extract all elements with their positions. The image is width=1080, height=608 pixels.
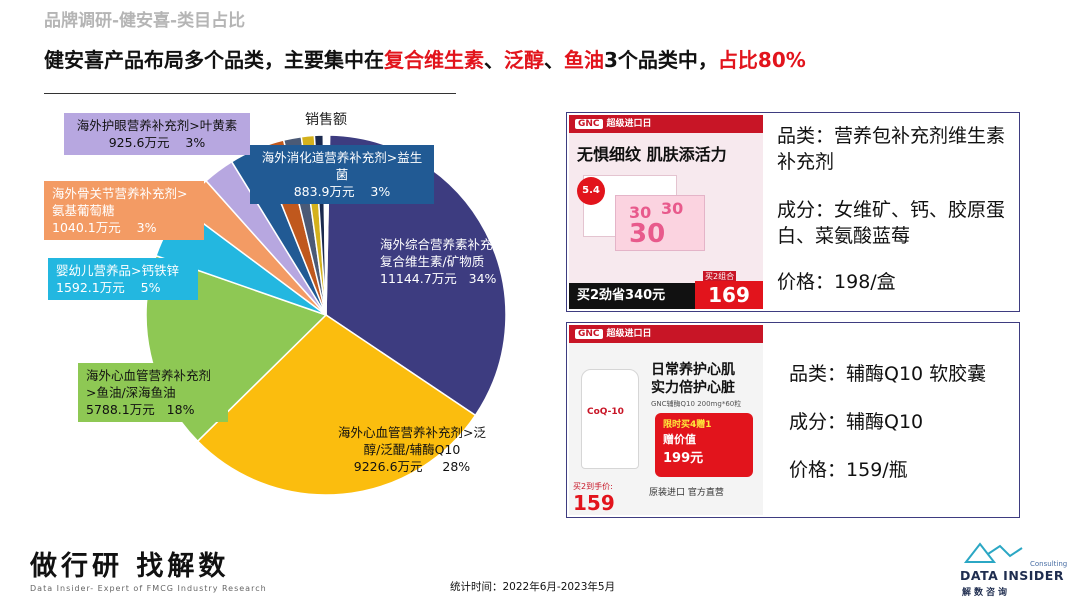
spec-ingredient: 成分：辅酶Q10 bbox=[789, 411, 924, 433]
chart-title: 销售额 bbox=[305, 112, 347, 128]
spec-price: 价格：159/瓶 bbox=[789, 459, 908, 481]
product-slogan: 实力倍护心脏 bbox=[651, 380, 735, 396]
promo-text: 限时买4赠1 bbox=[663, 420, 712, 430]
data-insider-logo-icon bbox=[963, 542, 1023, 563]
slice-value: 1592.1万元 5% bbox=[56, 280, 161, 295]
headline-part: 、 bbox=[484, 48, 504, 72]
headline-highlight: 占比80% bbox=[717, 48, 806, 72]
promo-brand-bar: GNC 超级进口日 bbox=[569, 115, 763, 133]
gnc-logo: GNC bbox=[575, 329, 603, 339]
company-slogan: 做行研 找解数 bbox=[30, 551, 230, 582]
slice-label-fish-oil: 海外心血管营养补充剂 >鱼油/深海鱼油 5788.1万元 18% bbox=[78, 363, 228, 422]
headline-part: 3个品类中， bbox=[604, 48, 718, 72]
slice-label-joint: 海外骨关节营养补充剂> 氨基葡萄糖 1040.1万元 3% bbox=[44, 181, 204, 240]
product-slogan: 日常养护心肌 bbox=[651, 362, 735, 378]
headline-part: 健安喜产品布局多个品类，主要集中在 bbox=[44, 48, 384, 72]
product-image[interactable]: GNC 超级进口日 无惧细纹 肌肤添活力 30 30 30 5.4 买2劲省340… bbox=[569, 115, 763, 309]
headline-part: 、 bbox=[544, 48, 564, 72]
gnc-logo: GNC bbox=[575, 119, 603, 129]
headline-highlight: 鱼油 bbox=[564, 48, 604, 72]
product-image[interactable]: GNC 超级进口日 CoQ-10 日常养护心肌 实力倍护心脏 GNC辅酶Q10 2… bbox=[569, 325, 763, 515]
pie-slice-1 bbox=[196, 314, 477, 496]
spec-category: 品类：营养包补充剂维生素补充剂 bbox=[777, 125, 1006, 173]
size-tag: 30 bbox=[661, 199, 684, 218]
price-tag-label: 买2组合 bbox=[703, 271, 737, 282]
slice-label-infant-nutrition: 婴幼儿营养品>钙铁锌 1592.1万元 5% bbox=[48, 258, 198, 300]
size-tag: 30 bbox=[629, 219, 666, 249]
product-card-multivitamin: GNC 超级进口日 无惧细纹 肌肤添活力 30 30 30 5.4 买2劲省340… bbox=[566, 112, 1020, 312]
spec-ingredient: 成分：女维矿、钙、胶原蛋白、菜氨酸蓝莓 bbox=[777, 199, 1006, 247]
bottle-label: CoQ-10 bbox=[587, 407, 624, 417]
spec-price: 价格：198/盒 bbox=[777, 271, 896, 293]
product-box bbox=[615, 195, 705, 251]
product-card-coq10: GNC 超级进口日 CoQ-10 日常养护心肌 实力倍护心脏 GNC辅酶Q10 2… bbox=[566, 322, 1020, 518]
promo-box bbox=[655, 413, 753, 477]
price-tag: 169 bbox=[695, 281, 763, 309]
headline-highlight: 复合维生素 bbox=[384, 48, 484, 72]
product-subtext: GNC辅酶Q10 200mg*60粒 bbox=[651, 400, 742, 408]
slice-label-coq10: 海外心血管营养补充剂>泛 醇/泛醌/辅酶Q10 9226.6万元 28% bbox=[322, 420, 502, 479]
promo-brand-bar: GNC 超级进口日 bbox=[569, 325, 763, 343]
slice-label-digestive: 海外消化道营养补充剂>益生菌 883.9万元 3% bbox=[250, 145, 434, 204]
slice-label-composite-vitamins: 海外综合营养素补充剂> 复合维生素/矿物质 11144.7万元 34% bbox=[372, 232, 527, 291]
brand-tag: Consulting bbox=[1030, 560, 1068, 568]
stat-time-note: 统计时间：2022年6月-2023年5月 bbox=[450, 581, 616, 593]
promo-text: 199元 bbox=[663, 451, 704, 466]
size-tag: 30 bbox=[629, 203, 652, 222]
slice-value: 5788.1万元 18% bbox=[86, 402, 195, 417]
product-bottle bbox=[581, 369, 639, 469]
slice-value: 1040.1万元 3% bbox=[52, 220, 157, 235]
slice-value: 925.6万元 3% bbox=[108, 135, 206, 150]
discount-badge: 5.4 bbox=[577, 177, 605, 205]
promo-strip: 买2劲省340元 bbox=[569, 283, 695, 309]
price-tag-label: 买2到手价: bbox=[573, 482, 613, 491]
slice-value: 11144.7万元 34% bbox=[380, 271, 497, 286]
brand-name: DATA INSIDER bbox=[960, 568, 1064, 583]
slice-label-eye-care: 海外护眼营养补充剂>叶黄素 925.6万元 3% bbox=[64, 113, 250, 155]
headline-highlight: 泛醇 bbox=[504, 48, 544, 72]
brand-name-cn: 解数咨询 bbox=[962, 588, 1011, 598]
slice-value: 883.9万元 3% bbox=[293, 184, 391, 199]
pie-slice-0 bbox=[325, 134, 507, 417]
product-slogan: 无惧细纹 肌肤添活力 bbox=[577, 145, 727, 164]
page-headline: 健安喜产品布局多个品类，主要集中在复合维生素、泛醇、鱼油3个品类中，占比80% bbox=[44, 44, 806, 73]
company-sub-slogan: Data Insider- Expert of FMCG Industry Re… bbox=[30, 584, 267, 593]
promo-footer: 原装进口 官方直营 bbox=[649, 488, 724, 498]
title-divider bbox=[44, 93, 456, 94]
slice-value: 9226.6万元 28% bbox=[353, 459, 471, 474]
price-tag: 159 bbox=[573, 491, 615, 515]
promo-text: 赠价值 bbox=[663, 433, 696, 446]
spec-category: 品类：辅酶Q10 软胶囊 bbox=[789, 363, 987, 385]
breadcrumb: 品牌调研-健安喜-类目占比 bbox=[44, 11, 246, 31]
